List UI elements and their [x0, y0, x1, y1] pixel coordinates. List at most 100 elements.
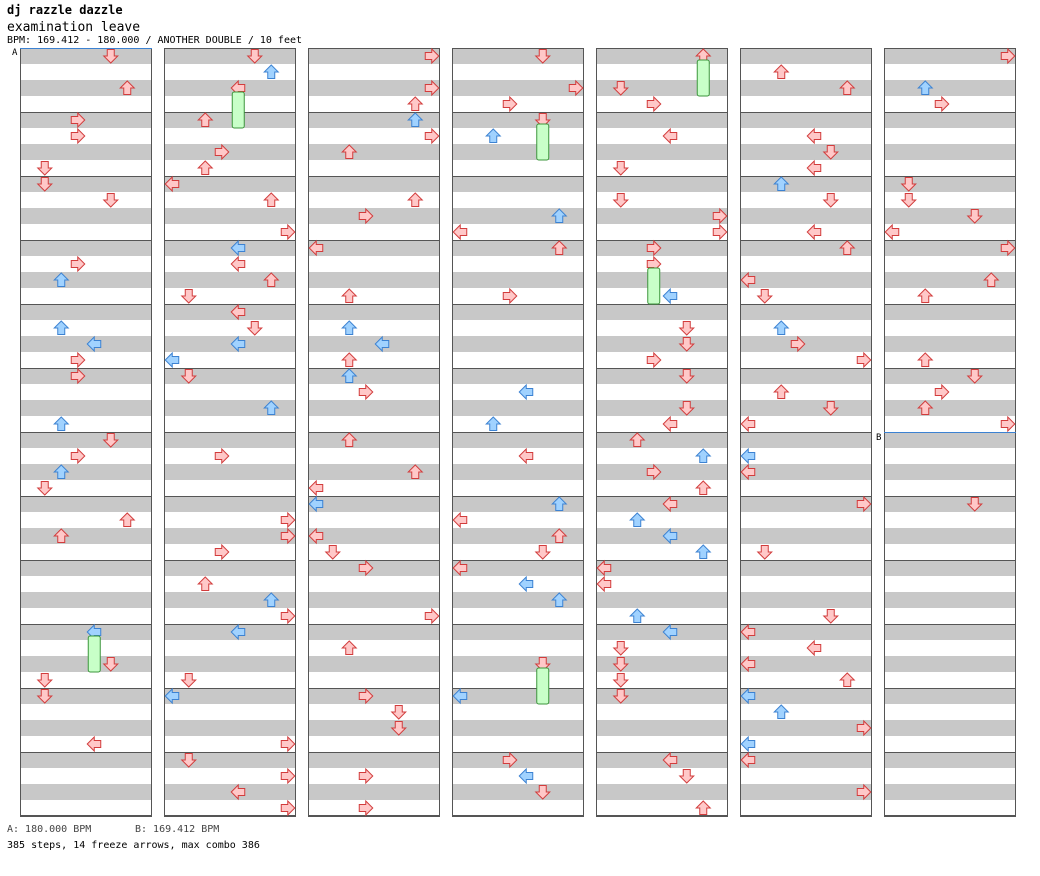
step-arrow	[856, 351, 872, 369]
step-arrow	[180, 673, 197, 688]
step-arrow	[662, 623, 678, 641]
step-arrow	[612, 673, 629, 688]
freeze-arrow	[536, 667, 550, 705]
step-arrow	[164, 687, 180, 705]
bpm-legend: A: 180.000 BPM B: 169.412 BPM	[7, 824, 219, 835]
bpm-marker-b: B	[876, 432, 1016, 443]
step-arrow	[424, 127, 440, 145]
step-arrow	[308, 479, 324, 497]
bpm-marker-a-label: A	[12, 48, 18, 58]
chart-column	[740, 48, 872, 817]
step-arrow	[86, 335, 102, 353]
step-arrow	[917, 288, 934, 303]
step-arrow	[596, 559, 612, 577]
step-arrow	[502, 287, 518, 305]
column-frame	[596, 48, 728, 816]
step-arrow	[197, 576, 214, 591]
step-arrow	[424, 607, 440, 625]
chart-panels	[20, 48, 1016, 817]
step-arrow	[53, 272, 70, 287]
step-arrow	[917, 352, 934, 367]
step-arrow	[773, 176, 790, 191]
step-arrow	[612, 641, 629, 656]
step-arrow	[119, 512, 136, 527]
step-arrow	[740, 447, 756, 465]
step-arrow	[180, 753, 197, 768]
freeze-arrow	[231, 91, 245, 129]
step-arrow	[839, 672, 856, 687]
step-arrow	[102, 657, 119, 672]
step-arrow	[280, 767, 296, 785]
step-arrow	[102, 433, 119, 448]
step-arrow	[695, 480, 712, 495]
step-arrow	[36, 177, 53, 192]
step-arrow	[900, 193, 917, 208]
step-arrow	[502, 95, 518, 113]
step-arrow	[839, 80, 856, 95]
step-arrow	[452, 511, 468, 529]
step-arrow	[629, 432, 646, 447]
step-arrow	[1000, 47, 1016, 65]
step-arrow	[629, 512, 646, 527]
chart-column	[308, 48, 440, 817]
step-arrow	[263, 592, 280, 607]
step-arrow	[934, 95, 950, 113]
step-arrow	[822, 401, 839, 416]
step-arrow	[534, 657, 551, 672]
step-arrow	[822, 609, 839, 624]
step-arrow	[612, 81, 629, 96]
step-arrow	[341, 352, 358, 367]
step-arrow	[612, 161, 629, 176]
step-arrow	[280, 223, 296, 241]
step-arrow	[119, 80, 136, 95]
step-arrow	[773, 704, 790, 719]
step-arrow	[341, 432, 358, 447]
step-arrow	[180, 289, 197, 304]
step-arrow	[856, 719, 872, 737]
step-arrow	[917, 400, 934, 415]
step-arrow	[740, 735, 756, 753]
step-arrow	[773, 320, 790, 335]
step-arrow	[230, 783, 246, 801]
step-arrow	[263, 400, 280, 415]
step-arrow	[518, 767, 534, 785]
step-arrow	[662, 751, 678, 769]
step-arrow	[452, 559, 468, 577]
chart-column	[164, 48, 296, 817]
song-title: examination leave	[7, 20, 141, 35]
step-arrow	[53, 528, 70, 543]
step-arrow	[740, 463, 756, 481]
step-arrow	[36, 161, 53, 176]
step-arrow	[86, 735, 102, 753]
step-arrow	[518, 447, 534, 465]
step-arrow	[695, 448, 712, 463]
step-arrow	[341, 368, 358, 383]
step-arrow	[740, 415, 756, 433]
step-arrow	[806, 127, 822, 145]
step-arrow	[280, 799, 296, 817]
step-arrow	[806, 223, 822, 241]
step-arrow	[70, 367, 86, 385]
step-arrow	[966, 209, 983, 224]
step-arrow	[612, 689, 629, 704]
step-arrow	[358, 767, 374, 785]
step-arrow	[102, 193, 119, 208]
step-arrow	[740, 623, 756, 641]
step-arrow	[756, 545, 773, 560]
step-arrow	[534, 545, 551, 560]
step-arrow	[230, 303, 246, 321]
step-arrow	[308, 495, 324, 513]
step-arrow	[773, 384, 790, 399]
step-arrow	[485, 416, 502, 431]
bpm-markers: AB	[12, 48, 1016, 443]
step-arrow	[407, 464, 424, 479]
step-arrow	[551, 528, 568, 543]
step-arrow	[424, 79, 440, 97]
step-arrow	[1000, 415, 1016, 433]
step-arrow	[358, 799, 374, 817]
column-frame	[164, 48, 296, 816]
step-arrow	[280, 511, 296, 529]
step-arrow	[164, 175, 180, 193]
step-arrow	[629, 608, 646, 623]
step-arrow	[839, 240, 856, 255]
